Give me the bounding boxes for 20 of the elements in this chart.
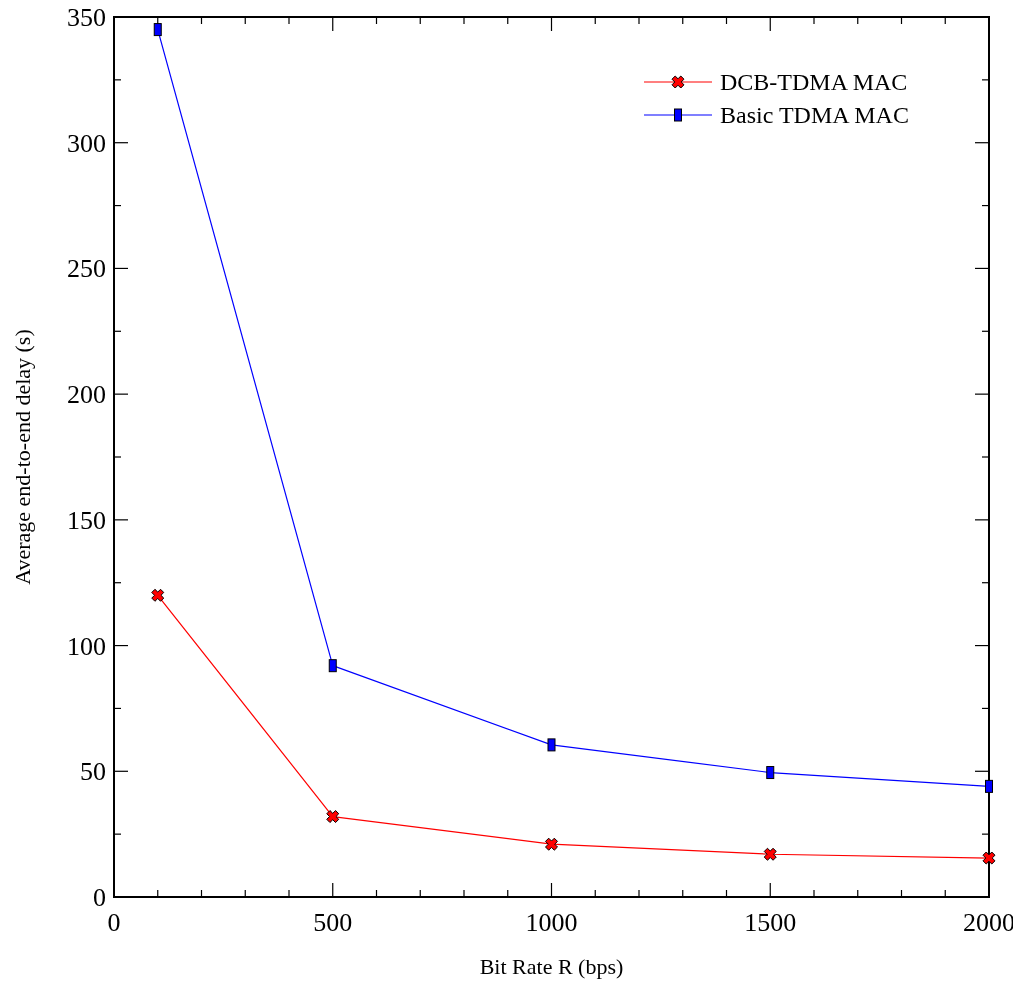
x-tick-label: 1000: [525, 908, 578, 937]
point: [763, 847, 777, 861]
y-tick-label: 150: [67, 505, 106, 535]
y-tick-label: 50: [80, 757, 106, 787]
y-tick-label: 350: [67, 3, 106, 32]
point: [545, 837, 558, 851]
point: [982, 851, 996, 865]
point: [151, 588, 165, 602]
x-tick-label: 1500: [744, 908, 797, 937]
y-tick-label: 0: [93, 883, 106, 912]
x-axis-title: Bit Rate R (bps): [479, 954, 624, 979]
point: [326, 810, 340, 824]
legend-label: DCB-TDMA MAC: [720, 69, 908, 95]
y-tick-label: 100: [67, 631, 106, 661]
y-tick-label: 300: [67, 128, 106, 158]
legend-label: Basic TDMA MAC: [720, 102, 909, 128]
x-tick-label: 500: [313, 908, 353, 937]
y-tick-label: 250: [67, 254, 106, 284]
y-axis-title: Average end-to-end delay (s): [10, 329, 35, 585]
y-tick-label: 200: [67, 380, 106, 410]
